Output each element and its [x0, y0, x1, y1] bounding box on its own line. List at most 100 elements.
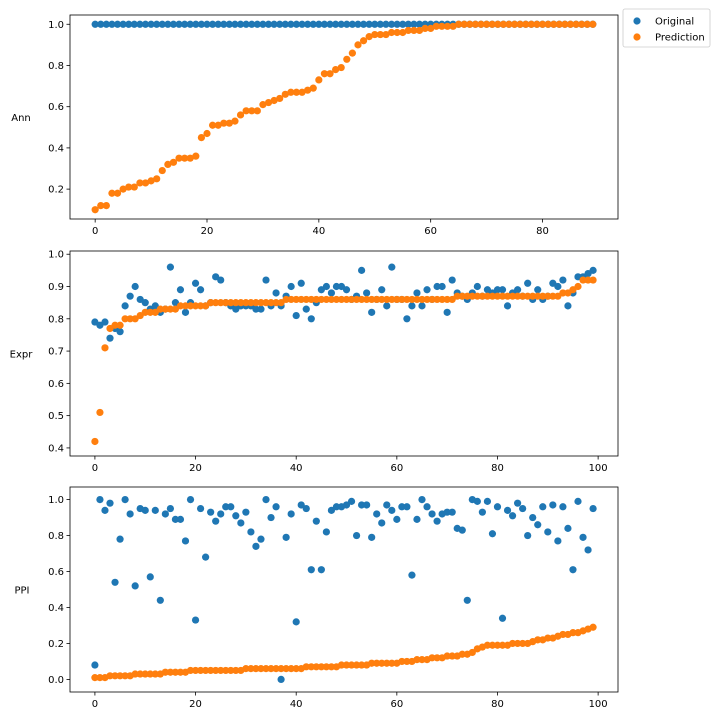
- data-point: [473, 497, 481, 505]
- subplot-expr: 0 20 40 60 80 100 0.4 0.5 0.6 0.7 0.8 0.9 1.0 Expr: [10, 250, 619, 474]
- data-point: [125, 20, 133, 28]
- data-point: [343, 55, 351, 63]
- data-point: [242, 20, 250, 28]
- data-point: [108, 189, 116, 197]
- data-point: [203, 129, 211, 138]
- y-tick-label: 0.8: [48, 314, 64, 325]
- data-point: [191, 302, 200, 310]
- data-point: [113, 20, 122, 28]
- data-point: [259, 20, 267, 28]
- data-point: [126, 315, 134, 323]
- data-point: [578, 20, 586, 28]
- data-point: [368, 533, 376, 541]
- axes-frame: [69, 486, 619, 693]
- x-tick-label: 60: [390, 463, 403, 474]
- data-point: [169, 20, 178, 28]
- data-point: [387, 20, 396, 28]
- data-point: [91, 20, 99, 28]
- data-point: [534, 521, 542, 529]
- data-point: [455, 20, 463, 28]
- data-point: [147, 20, 155, 28]
- data-point: [217, 666, 225, 675]
- legend-marker-prediction: [633, 33, 641, 41]
- data-point: [141, 506, 149, 514]
- data-point: [358, 661, 366, 669]
- data-point: [378, 519, 386, 527]
- data-point: [544, 634, 552, 642]
- data-point: [463, 292, 471, 300]
- data-point: [191, 616, 200, 624]
- data-point: [493, 286, 502, 294]
- data-point: [320, 20, 329, 28]
- data-point: [398, 503, 406, 511]
- data-point: [242, 299, 250, 307]
- data-point: [368, 308, 376, 316]
- data-point: [488, 641, 497, 649]
- data-point: [483, 497, 492, 505]
- data-point: [539, 503, 547, 511]
- data-point: [309, 20, 317, 28]
- series-prediction: [91, 20, 597, 214]
- data-point: [418, 495, 426, 504]
- data-point: [383, 302, 391, 310]
- data-point: [272, 665, 280, 673]
- data-point: [242, 508, 250, 516]
- data-point: [242, 107, 250, 115]
- data-point: [276, 20, 284, 28]
- data-point: [141, 179, 150, 187]
- legend-label-prediction: Prediction: [655, 33, 705, 44]
- data-point: [498, 641, 507, 649]
- x-tick-label: 80: [491, 699, 504, 710]
- data-point: [322, 282, 330, 291]
- x-tick-label: 60: [390, 699, 403, 710]
- series-original: [91, 495, 597, 684]
- data-point: [125, 183, 133, 191]
- data-point: [584, 546, 592, 554]
- data-point: [91, 661, 99, 669]
- data-point: [207, 666, 215, 675]
- data-point: [166, 504, 174, 513]
- data-point: [365, 20, 373, 28]
- data-point: [151, 506, 159, 514]
- data-point: [503, 506, 512, 514]
- data-point: [549, 292, 557, 300]
- data-point: [508, 292, 517, 300]
- data-point: [488, 20, 496, 28]
- data-point: [136, 670, 144, 678]
- data-point: [181, 308, 190, 316]
- data-point: [202, 666, 210, 675]
- data-point: [332, 503, 341, 511]
- y-axis-label: Expr: [10, 350, 34, 361]
- data-point: [403, 315, 411, 323]
- data-point: [378, 286, 386, 294]
- data-point: [248, 107, 256, 115]
- data-point: [169, 158, 178, 166]
- data-point: [298, 88, 306, 96]
- data-point: [130, 183, 138, 191]
- data-point: [141, 20, 150, 28]
- data-point: [503, 302, 512, 310]
- y-tick-label: 0.6: [48, 567, 64, 578]
- data-point: [564, 524, 572, 532]
- data-point: [423, 503, 431, 511]
- x-tick-label: 20: [189, 699, 202, 710]
- data-point: [494, 20, 502, 28]
- data-point: [214, 121, 222, 129]
- data-point: [524, 531, 532, 540]
- data-point: [231, 20, 239, 28]
- data-point: [116, 321, 124, 329]
- data-point: [365, 33, 373, 41]
- data-point: [220, 20, 228, 28]
- data-point: [326, 70, 334, 78]
- data-point: [153, 20, 161, 28]
- data-point: [320, 70, 329, 78]
- series-original: [91, 263, 597, 342]
- data-point: [569, 629, 577, 637]
- data-point: [307, 566, 315, 574]
- data-point: [519, 292, 527, 300]
- y-tick-label: 0.9: [48, 282, 64, 293]
- y-tick-label: 1.0: [48, 495, 64, 506]
- data-point: [186, 495, 195, 504]
- data-point: [544, 292, 552, 300]
